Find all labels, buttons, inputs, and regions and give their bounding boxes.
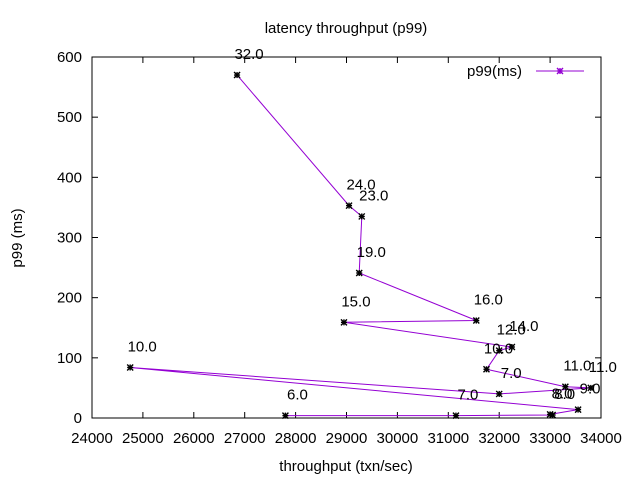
data-label: 6.0 bbox=[287, 387, 308, 404]
data-point bbox=[233, 71, 241, 79]
data-point bbox=[574, 406, 582, 414]
data-point bbox=[508, 343, 516, 351]
legend: p99(ms) bbox=[467, 63, 584, 80]
data-point bbox=[472, 317, 480, 325]
legend-marker-p99 bbox=[556, 67, 564, 75]
data-label: 9.0 bbox=[580, 381, 601, 398]
data-label: 16.0 bbox=[474, 292, 503, 309]
data-point bbox=[281, 412, 289, 420]
data-point bbox=[345, 202, 353, 210]
x-tick-label: 26000 bbox=[173, 430, 215, 447]
data-label: 24.0 bbox=[346, 177, 375, 194]
x-tick-label: 34000 bbox=[580, 430, 622, 447]
chart-title: latency throughput (p99) bbox=[265, 20, 428, 37]
x-tick-label: 29000 bbox=[326, 430, 368, 447]
data-label: 15.0 bbox=[341, 293, 370, 310]
data-point bbox=[452, 412, 460, 420]
data-point bbox=[126, 363, 134, 371]
series-p99: 32.024.023.019.016.015.014.012.010.011.0… bbox=[126, 46, 617, 420]
y-tick-label: 600 bbox=[57, 49, 82, 66]
legend-entry-p99: p99(ms) bbox=[467, 63, 522, 80]
data-label: 7.0 bbox=[458, 387, 479, 404]
x-tick-label: 30000 bbox=[377, 430, 419, 447]
x-tick-label: 32000 bbox=[478, 430, 520, 447]
y-tick-label: 100 bbox=[57, 350, 82, 367]
data-label: 19.0 bbox=[357, 244, 386, 261]
x-tick-label: 28000 bbox=[275, 430, 317, 447]
data-label: 10.0 bbox=[484, 340, 513, 357]
data-label: 32.0 bbox=[234, 46, 263, 63]
x-axis-label: throughput (txn/sec) bbox=[279, 458, 412, 475]
x-tick-label: 27000 bbox=[224, 430, 266, 447]
x-tick-label: 25000 bbox=[122, 430, 164, 447]
data-label: 11.0 bbox=[563, 358, 591, 375]
data-label: 10.0 bbox=[128, 338, 157, 355]
data-point bbox=[340, 318, 348, 326]
data-label: 14.0 bbox=[509, 318, 538, 335]
data-label: 11.0 bbox=[589, 359, 617, 376]
y-axis-label: p99 (ms) bbox=[9, 208, 26, 267]
plot-frame bbox=[91, 56, 602, 419]
y-tick-label: 0 bbox=[74, 410, 82, 427]
y-tick-label: 300 bbox=[57, 230, 82, 247]
data-point bbox=[358, 212, 366, 220]
x-tick-label: 24000 bbox=[71, 430, 113, 447]
x-tick-label: 31000 bbox=[427, 430, 469, 447]
legend-marker-point bbox=[556, 67, 564, 75]
data-point bbox=[495, 390, 503, 398]
data-label: 8.0 bbox=[554, 386, 575, 403]
y-tick-label: 500 bbox=[57, 109, 82, 126]
data-point bbox=[587, 384, 595, 392]
data-label: 12.0 bbox=[497, 322, 526, 339]
y-tick-label: 400 bbox=[57, 169, 82, 186]
data-label: 8.0 bbox=[552, 385, 573, 402]
x-tick-label: 33000 bbox=[529, 430, 571, 447]
data-label: 23.0 bbox=[359, 187, 388, 204]
data-label: 7.0 bbox=[501, 365, 522, 382]
data-point bbox=[482, 365, 490, 373]
y-tick-label: 200 bbox=[57, 290, 82, 307]
data-point bbox=[549, 411, 557, 419]
x-axis: 24000 25000 26000 27000 28000 29000 30000 31000… bbox=[71, 57, 622, 447]
y-axis: 0 100 200 300 400 500 600 bbox=[57, 49, 601, 427]
data-point bbox=[495, 347, 503, 355]
data-point bbox=[355, 269, 363, 277]
data-point bbox=[561, 383, 569, 391]
